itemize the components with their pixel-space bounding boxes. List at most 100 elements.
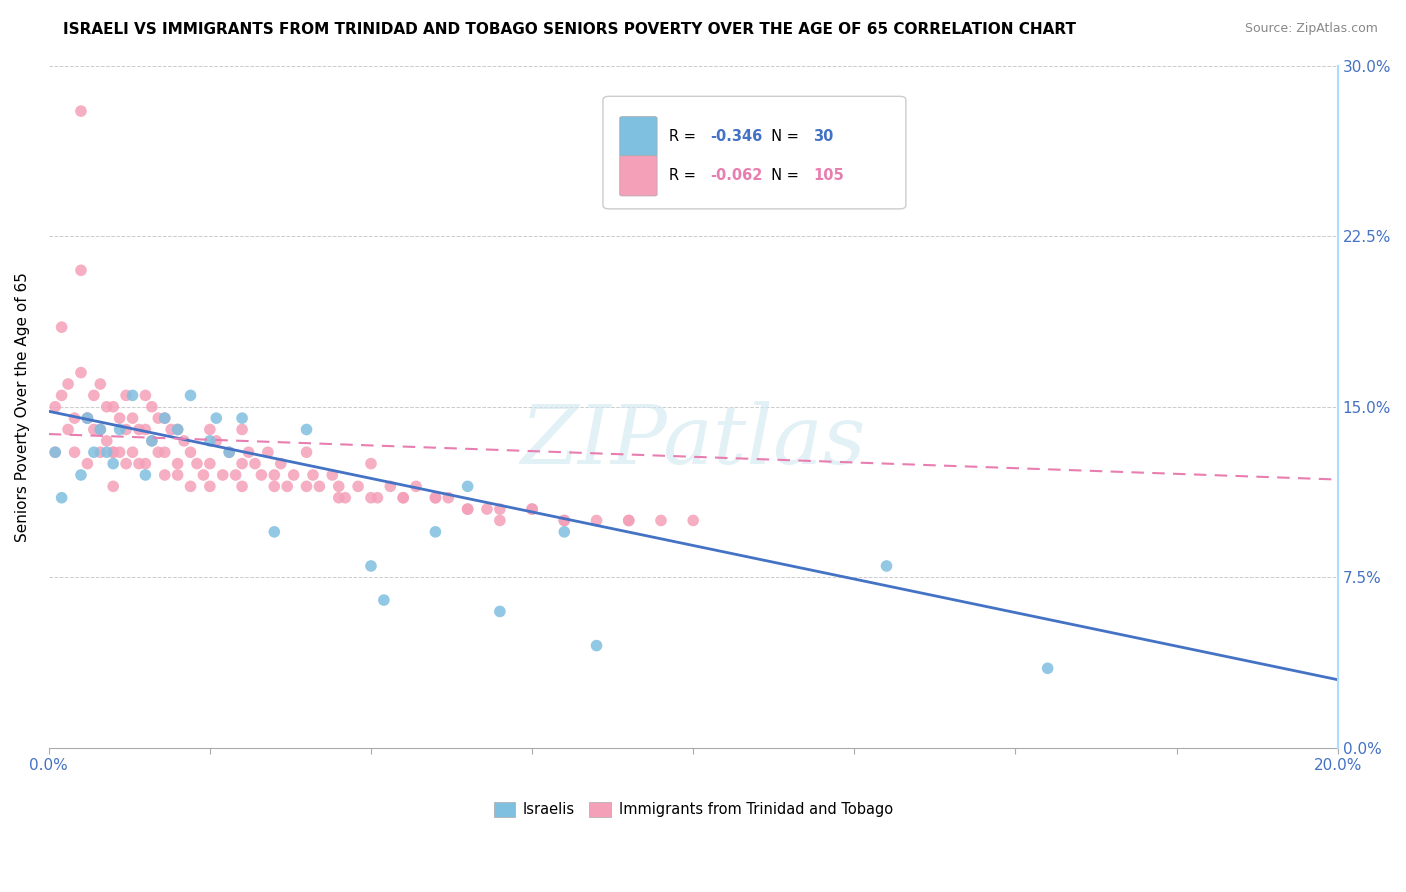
Point — [295, 445, 318, 459]
Point — [180, 479, 202, 493]
Point — [295, 423, 318, 437]
Point — [437, 491, 460, 505]
Point — [1036, 661, 1059, 675]
Point — [308, 479, 330, 493]
Point — [134, 457, 156, 471]
Point — [218, 445, 240, 459]
Point — [263, 467, 285, 482]
Point — [489, 513, 512, 527]
Point — [103, 445, 125, 459]
Point — [392, 491, 415, 505]
Point — [360, 491, 382, 505]
Point — [141, 400, 163, 414]
Point — [89, 377, 111, 392]
Point — [405, 479, 427, 493]
Point — [193, 467, 215, 482]
Point — [115, 457, 138, 471]
Point — [108, 411, 131, 425]
Point — [96, 445, 118, 459]
Point — [128, 457, 150, 471]
Point — [44, 445, 66, 459]
Point — [225, 467, 247, 482]
Point — [617, 513, 640, 527]
Y-axis label: Seniors Poverty Over the Age of 65: Seniors Poverty Over the Age of 65 — [15, 272, 30, 541]
Point — [682, 513, 704, 527]
Point — [70, 366, 93, 380]
Text: Source: ZipAtlas.com: Source: ZipAtlas.com — [1244, 22, 1378, 36]
Point — [257, 445, 280, 459]
Text: -0.346: -0.346 — [710, 129, 762, 145]
Point — [198, 423, 221, 437]
Point — [153, 411, 176, 425]
Text: 30: 30 — [813, 129, 834, 145]
Point — [360, 457, 382, 471]
Point — [211, 467, 233, 482]
Point — [231, 423, 253, 437]
Point — [115, 423, 138, 437]
Point — [51, 320, 73, 334]
Point — [585, 513, 607, 527]
Point — [89, 423, 111, 437]
Text: 105: 105 — [813, 169, 844, 184]
Point — [166, 423, 188, 437]
Point — [160, 423, 183, 437]
Point — [148, 445, 170, 459]
Point — [148, 411, 170, 425]
Point — [141, 434, 163, 448]
Text: -0.062: -0.062 — [710, 169, 762, 184]
Point — [205, 434, 228, 448]
Point — [103, 445, 125, 459]
Point — [103, 457, 125, 471]
Point — [121, 445, 143, 459]
Point — [276, 479, 298, 493]
Point — [231, 457, 253, 471]
Point — [96, 434, 118, 448]
Point — [302, 467, 325, 482]
Point — [51, 388, 73, 402]
Point — [520, 502, 543, 516]
Point — [76, 457, 98, 471]
Point — [108, 445, 131, 459]
Point — [263, 479, 285, 493]
Point — [380, 479, 402, 493]
Point — [328, 491, 350, 505]
Point — [457, 502, 479, 516]
Point — [617, 513, 640, 527]
Point — [198, 479, 221, 493]
Point — [231, 411, 253, 425]
Point — [141, 434, 163, 448]
Point — [89, 445, 111, 459]
Point — [44, 445, 66, 459]
Point — [56, 377, 79, 392]
Point — [243, 457, 266, 471]
Point — [650, 513, 672, 527]
Point — [121, 388, 143, 402]
Point — [89, 423, 111, 437]
Point — [373, 593, 395, 607]
Point — [520, 502, 543, 516]
Point — [250, 467, 273, 482]
Point — [366, 491, 388, 505]
Point — [134, 388, 156, 402]
Point — [205, 411, 228, 425]
Point — [134, 467, 156, 482]
Point — [283, 467, 305, 482]
Point — [76, 411, 98, 425]
Text: ISRAELI VS IMMIGRANTS FROM TRINIDAD AND TOBAGO SENIORS POVERTY OVER THE AGE OF 6: ISRAELI VS IMMIGRANTS FROM TRINIDAD AND … — [63, 22, 1076, 37]
Point — [489, 604, 512, 618]
Point — [475, 502, 498, 516]
Point — [83, 445, 105, 459]
Point — [585, 639, 607, 653]
Point — [553, 513, 575, 527]
Point — [153, 445, 176, 459]
Point — [56, 423, 79, 437]
Point — [166, 423, 188, 437]
Point — [263, 524, 285, 539]
Point — [186, 457, 208, 471]
Point — [321, 467, 343, 482]
Text: R =: R = — [669, 169, 700, 184]
Legend: Israelis, Immigrants from Trinidad and Tobago: Israelis, Immigrants from Trinidad and T… — [488, 797, 898, 823]
Point — [166, 457, 188, 471]
Point — [96, 400, 118, 414]
Point — [103, 400, 125, 414]
